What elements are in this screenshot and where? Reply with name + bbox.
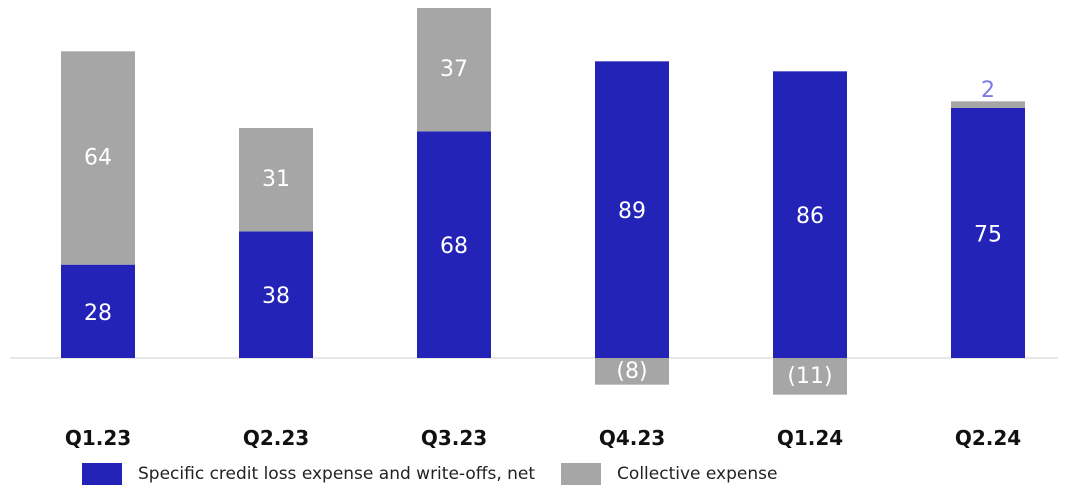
bars-layer [61, 8, 1025, 395]
label-collective-q1-23: 64 [84, 146, 112, 171]
label-specific-q2-24: 75 [974, 223, 1002, 248]
bar-collective-q1-23 [61, 51, 135, 265]
label-specific-q2-23: 38 [262, 284, 290, 309]
label-collective-q2-23: 31 [262, 167, 290, 192]
bar-collective-q4-23 [595, 358, 669, 385]
label-collective-q3-23: 37 [440, 57, 468, 82]
legend: Specific credit loss expense and write-o… [82, 462, 777, 486]
label-specific-q1-24: 86 [796, 204, 824, 229]
bar-specific-q3-23 [417, 131, 491, 358]
value-labels-layer: 28 64 38 31 68 37 89 (8) 86 (11) 75 2 [84, 57, 1002, 389]
bar-collective-q1-24 [773, 358, 847, 395]
category-label-q2-24: Q2.24 [955, 426, 1021, 450]
bar-collective-q3-23 [417, 8, 491, 132]
label-collective-q2-24: 2 [981, 78, 995, 103]
label-collective-q1-24: (11) [787, 364, 832, 389]
label-specific-q3-23: 68 [440, 234, 468, 259]
label-specific-q1-23: 28 [84, 301, 112, 326]
category-label-q1-23: Q1.23 [65, 426, 131, 450]
bar-collective-q2-23 [239, 128, 313, 232]
category-label-q2-23: Q2.23 [243, 426, 309, 450]
legend-label-collective: Collective expense [617, 464, 778, 484]
legend-item-collective: Collective expense [561, 463, 777, 485]
bar-specific-q4-23 [595, 61, 669, 358]
label-collective-q4-23: (8) [616, 359, 647, 384]
bar-specific-q2-24 [951, 108, 1025, 358]
legend-item-specific: Specific credit loss expense and write-o… [82, 463, 535, 485]
label-specific-q4-23: 89 [618, 199, 646, 224]
category-label-q1-24: Q1.24 [777, 426, 843, 450]
category-label-q3-23: Q3.23 [421, 426, 487, 450]
category-axis: Q1.23 Q2.23 Q3.23 Q4.23 Q1.24 Q2.24 [65, 426, 1021, 450]
bar-specific-q1-24 [773, 71, 847, 358]
category-label-q4-23: Q4.23 [599, 426, 665, 450]
bar-specific-q2-23 [239, 231, 313, 358]
legend-swatch-specific [82, 463, 122, 485]
bar-specific-q1-23 [61, 264, 135, 358]
bar-collective-q2-24 [951, 101, 1025, 108]
legend-label-specific: Specific credit loss expense and write-o… [138, 464, 536, 484]
legend-swatch-collective [561, 463, 602, 485]
